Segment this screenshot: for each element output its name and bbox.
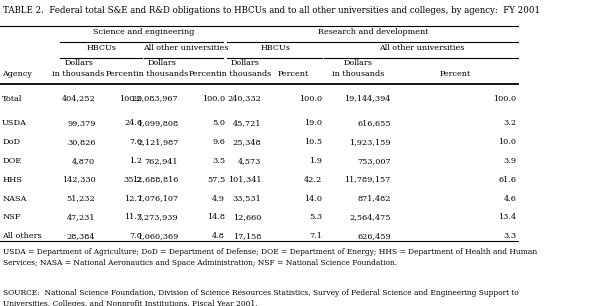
Text: 33,531: 33,531	[232, 195, 261, 203]
Text: Percent: Percent	[440, 70, 471, 78]
Text: 7.6: 7.6	[129, 138, 142, 146]
Text: USDA: USDA	[2, 119, 27, 127]
Text: All other universities: All other universities	[378, 44, 464, 52]
Text: 240,332: 240,332	[228, 95, 261, 103]
Text: 5.0: 5.0	[212, 119, 225, 127]
Text: Research and development: Research and development	[318, 28, 428, 36]
Text: 100.0: 100.0	[299, 95, 322, 103]
Text: TABLE 2.  Federal total S&E and R&D obligations to HBCUs and to all other univer: TABLE 2. Federal total S&E and R&D oblig…	[2, 6, 540, 15]
Text: SOURCE:  National Science Foundation, Division of Science Resources Statistics, : SOURCE: National Science Foundation, Div…	[2, 289, 519, 306]
Text: 12.7: 12.7	[124, 195, 142, 203]
Text: in thousands: in thousands	[52, 70, 105, 78]
Text: 14.0: 14.0	[304, 195, 322, 203]
Text: 2,121,987: 2,121,987	[137, 138, 178, 146]
Text: 11,789,157: 11,789,157	[344, 176, 391, 184]
Text: 3.9: 3.9	[504, 157, 516, 165]
Text: Total: Total	[2, 95, 23, 103]
Text: 4.8: 4.8	[212, 232, 225, 241]
Text: 30,826: 30,826	[67, 138, 95, 146]
Text: 2,564,475: 2,564,475	[349, 214, 391, 222]
Text: 11.7: 11.7	[124, 214, 142, 222]
Text: 17,158: 17,158	[233, 232, 261, 241]
Text: 1,060,369: 1,060,369	[137, 232, 178, 241]
Text: 3.3: 3.3	[503, 232, 516, 241]
Text: 142,330: 142,330	[61, 176, 95, 184]
Text: DoD: DoD	[2, 138, 20, 146]
Text: 35.2: 35.2	[124, 176, 142, 184]
Text: 4.9: 4.9	[212, 195, 225, 203]
Text: HBCUs: HBCUs	[260, 44, 290, 52]
Text: 99,379: 99,379	[67, 119, 95, 127]
Text: 42.2: 42.2	[304, 176, 322, 184]
Text: 47,231: 47,231	[67, 214, 95, 222]
Text: 7.0: 7.0	[129, 232, 142, 241]
Text: 24.6: 24.6	[124, 119, 142, 127]
Text: Percent: Percent	[278, 70, 309, 78]
Text: 1.9: 1.9	[309, 157, 322, 165]
Text: Percent: Percent	[105, 70, 136, 78]
Text: 12,660: 12,660	[233, 214, 261, 222]
Text: Dollars: Dollars	[148, 59, 177, 67]
Text: USDA = Department of Agriculture; DoD = Department of Defense; DOE = Department : USDA = Department of Agriculture; DoD = …	[2, 248, 537, 267]
Text: 3.5: 3.5	[212, 157, 225, 165]
Text: 57.5: 57.5	[207, 176, 225, 184]
Text: 3.2: 3.2	[503, 119, 516, 127]
Text: 25,348: 25,348	[232, 138, 261, 146]
Text: All other universities: All other universities	[143, 44, 228, 52]
Text: 4.6: 4.6	[504, 195, 516, 203]
Text: 4,870: 4,870	[72, 157, 95, 165]
Text: 51,232: 51,232	[67, 195, 95, 203]
Text: 10.5: 10.5	[304, 138, 322, 146]
Text: 9.6: 9.6	[212, 138, 225, 146]
Text: Percent: Percent	[188, 70, 219, 78]
Text: Agency: Agency	[2, 70, 32, 78]
Text: in thousands: in thousands	[219, 70, 271, 78]
Text: 13.4: 13.4	[498, 214, 516, 222]
Text: 100.0: 100.0	[202, 95, 225, 103]
Text: 1,099,808: 1,099,808	[137, 119, 178, 127]
Text: 4,573: 4,573	[238, 157, 261, 165]
Text: 45,721: 45,721	[233, 119, 261, 127]
Text: 22,083,967: 22,083,967	[132, 95, 178, 103]
Text: All others: All others	[2, 232, 42, 241]
Text: 762,941: 762,941	[145, 157, 178, 165]
Text: NSF: NSF	[2, 214, 21, 222]
Text: HBCUs: HBCUs	[87, 44, 117, 52]
Text: 3,273,939: 3,273,939	[136, 214, 178, 222]
Text: NASA: NASA	[2, 195, 27, 203]
Text: 14.8: 14.8	[207, 214, 225, 222]
Text: 7.1: 7.1	[309, 232, 322, 241]
Text: 101,341: 101,341	[228, 176, 261, 184]
Text: 100.0: 100.0	[493, 95, 516, 103]
Text: 12,688,816: 12,688,816	[132, 176, 178, 184]
Text: 753,007: 753,007	[357, 157, 391, 165]
Text: 871,482: 871,482	[358, 195, 391, 203]
Text: 19.0: 19.0	[304, 119, 322, 127]
Text: 10.0: 10.0	[498, 138, 516, 146]
Text: in thousands: in thousands	[136, 70, 188, 78]
Text: Dollars: Dollars	[64, 59, 93, 67]
Text: 61.6: 61.6	[498, 176, 516, 184]
Text: 616,655: 616,655	[357, 119, 391, 127]
Text: HHS: HHS	[2, 176, 22, 184]
Text: DOE: DOE	[2, 157, 21, 165]
Text: 404,252: 404,252	[61, 95, 95, 103]
Text: 100.0: 100.0	[119, 95, 142, 103]
Text: in thousands: in thousands	[333, 70, 384, 78]
Text: 5.3: 5.3	[309, 214, 322, 222]
Text: Dollars: Dollars	[344, 59, 373, 67]
Text: 19,144,394: 19,144,394	[344, 95, 391, 103]
Text: 626,459: 626,459	[357, 232, 391, 241]
Text: 28,384: 28,384	[67, 232, 95, 241]
Text: 1,076,107: 1,076,107	[137, 195, 178, 203]
Text: Science and engineering: Science and engineering	[92, 28, 194, 36]
Text: Dollars: Dollars	[231, 59, 260, 67]
Text: 1,923,159: 1,923,159	[349, 138, 391, 146]
Text: 1.2: 1.2	[129, 157, 142, 165]
